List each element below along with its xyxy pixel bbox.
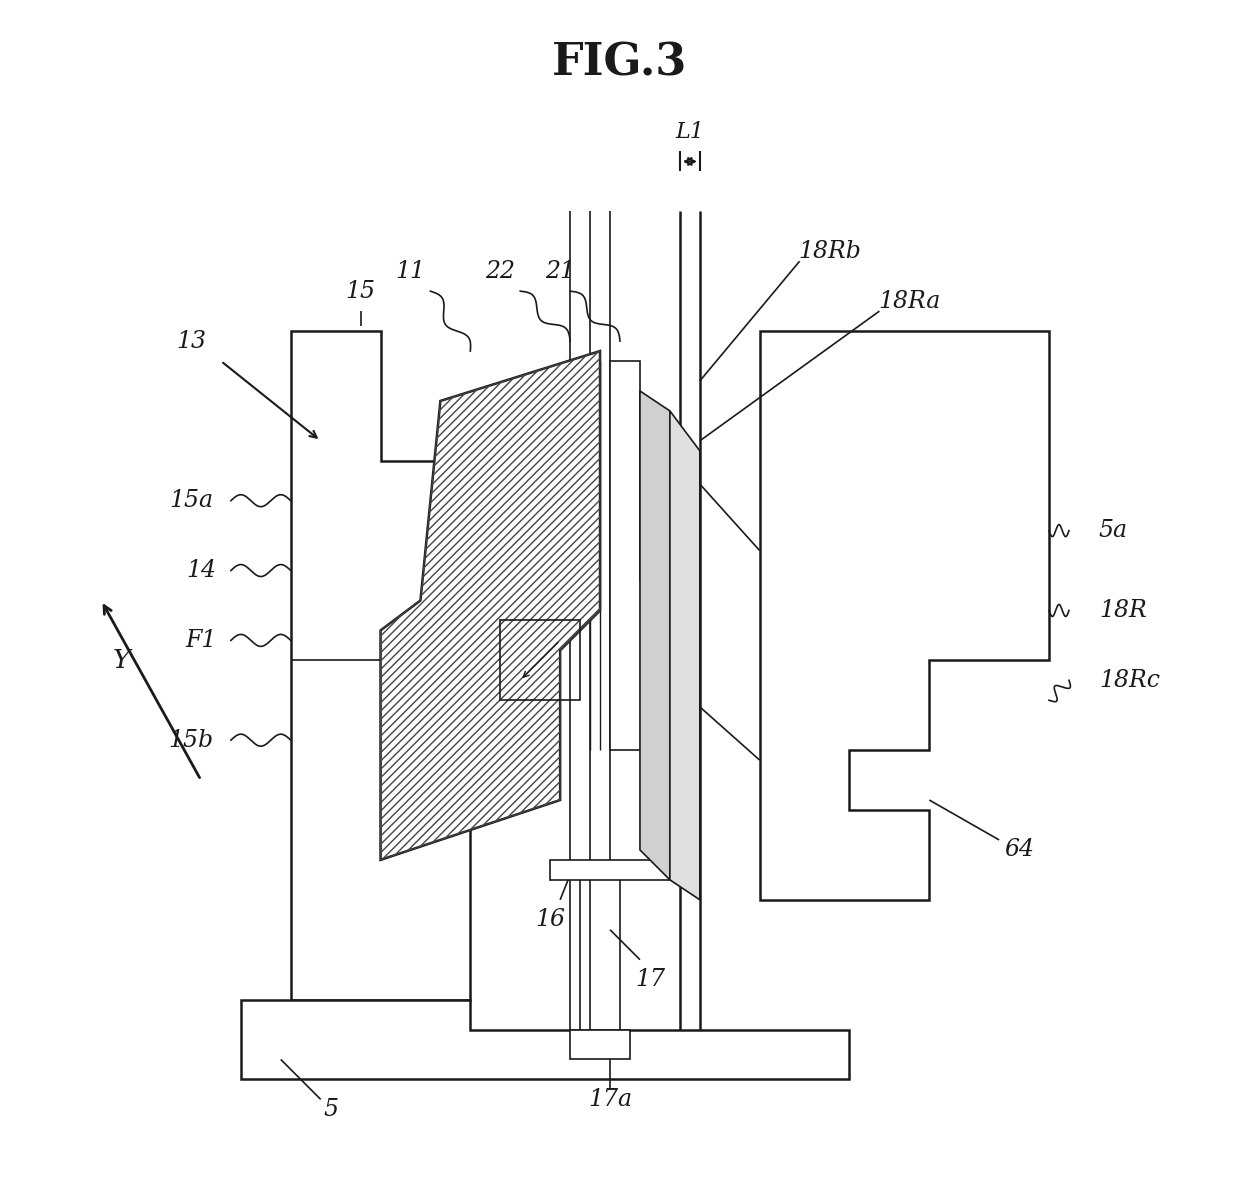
- Text: 18Rc: 18Rc: [1099, 668, 1159, 692]
- Text: 18Ra: 18Ra: [878, 289, 940, 313]
- Text: 18Rb: 18Rb: [799, 240, 861, 262]
- Text: Y: Y: [113, 648, 130, 673]
- Polygon shape: [241, 999, 849, 1079]
- Text: F1: F1: [185, 629, 217, 652]
- Polygon shape: [290, 331, 470, 999]
- Polygon shape: [610, 361, 680, 750]
- Text: 15a: 15a: [169, 489, 213, 513]
- Text: 14: 14: [186, 559, 216, 582]
- Text: L1: L1: [676, 120, 704, 143]
- Text: 64: 64: [1004, 839, 1034, 861]
- Text: FIG.3: FIG.3: [552, 41, 688, 85]
- Text: 17: 17: [635, 968, 665, 991]
- Text: 15: 15: [346, 280, 376, 302]
- Text: 16: 16: [536, 908, 565, 932]
- Polygon shape: [381, 351, 600, 860]
- Text: 17a: 17a: [588, 1088, 632, 1111]
- Polygon shape: [670, 411, 699, 900]
- Text: 22: 22: [485, 260, 516, 282]
- Polygon shape: [760, 331, 1049, 900]
- Text: 13: 13: [176, 329, 206, 353]
- Text: 21: 21: [546, 260, 575, 282]
- Polygon shape: [570, 1030, 630, 1059]
- Text: 11: 11: [396, 260, 425, 282]
- Polygon shape: [551, 860, 699, 880]
- Text: 18R: 18R: [1099, 599, 1147, 622]
- Text: 15b: 15b: [169, 729, 213, 751]
- Text: 5a: 5a: [1099, 520, 1128, 542]
- Text: 5: 5: [324, 1098, 339, 1121]
- Polygon shape: [640, 391, 670, 880]
